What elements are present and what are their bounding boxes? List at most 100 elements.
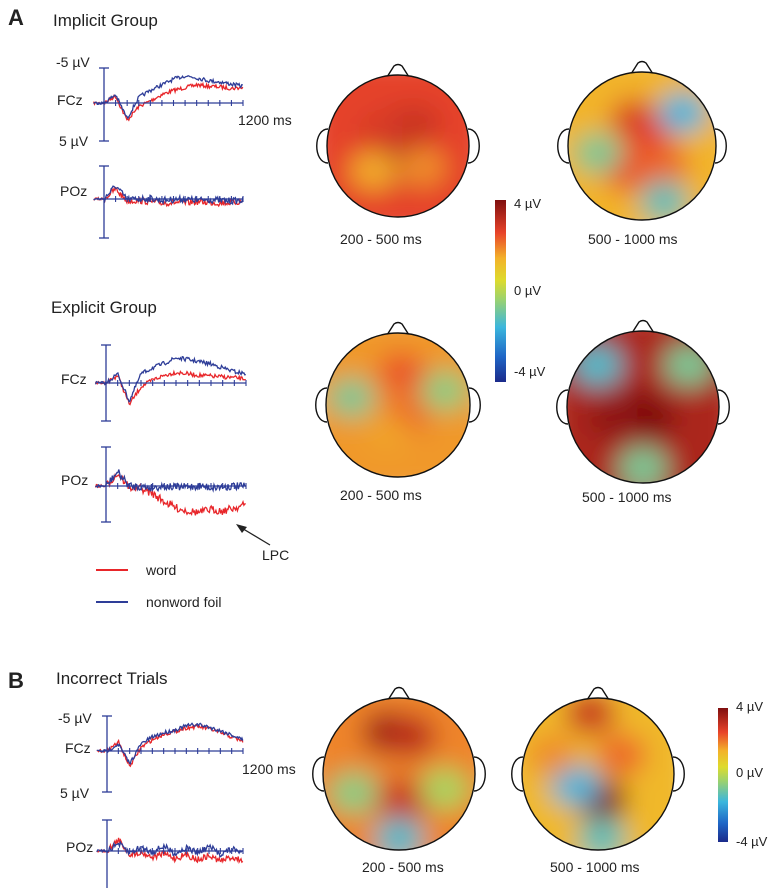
incorrect-fcz-channel-label: FCz (65, 740, 91, 756)
incorrect-trials-200---500-ms-source (373, 817, 425, 850)
incorrect-trials-200---500-ms-nose (387, 686, 411, 701)
implicit-group-200---500-ms-source (399, 147, 447, 188)
implicit-group-200---500-ms-source (349, 150, 397, 191)
colorbar-a-mid: 0 µV (514, 283, 541, 298)
implicit-group-200---500-ms-source (392, 104, 440, 145)
incorrect-trials-500---1000-ms-topomap (511, 686, 685, 851)
incorrect-trials-fcz-erp-plot (96, 715, 244, 793)
incorrect-trials-500---1000-ms-source (527, 733, 578, 777)
colorbar-b-max: 4 µV (736, 699, 763, 714)
incorrect-trials-poz-erp-plot (96, 819, 244, 888)
colorbar-a-max: 4 µV (514, 196, 541, 211)
plots-layer (92, 60, 730, 888)
explicit-group-fcz-nonword-foil-line (94, 355, 246, 403)
colorbar-a-min: -4 µV (514, 364, 546, 379)
explicit-group-200---500-ms-right-ear (468, 387, 481, 423)
implicit-group-500---1000-ms-nose (630, 60, 654, 75)
implicit-group-poz-nonword-foil-line (93, 185, 244, 206)
explicit-group-200---500-ms-source (421, 370, 469, 411)
panel-letter-a: A (8, 5, 24, 30)
implicit-group-200---500-ms-left-ear (316, 128, 329, 164)
explicit-group-200---500-ms-source (327, 377, 375, 418)
explicit-early-window-label: 200 - 500 ms (340, 487, 422, 503)
incorrect-trials-200---500-ms-source (385, 714, 436, 758)
legend-nonword-label: nonword foil (146, 594, 222, 610)
explicit-group-500---1000-ms-nose (631, 319, 655, 334)
implicit-poz-channel-label: POz (60, 183, 87, 199)
incorrect-late-window-label: 500 - 1000 ms (550, 859, 640, 875)
implicit-group-fcz-erp-plot (92, 67, 244, 142)
incorrect-trials-500---1000-ms-source (550, 764, 601, 807)
incorrect-trials-poz-word-line (96, 837, 244, 864)
explicit-group-500---1000-ms-source (625, 397, 676, 440)
colorbar-a (495, 200, 506, 382)
incorrect-trials-500---1000-ms-nose (586, 686, 610, 701)
explicit-group-200---500-ms-source (377, 352, 426, 393)
explicit-group-poz-word-line (94, 472, 246, 517)
explicit-fcz-channel-label: FCz (61, 371, 87, 387)
implicit-group-500---1000-ms-source (639, 143, 689, 186)
implicit-group-poz-erp-plot (93, 165, 244, 239)
lpc-arrow-head (236, 524, 247, 533)
explicit-group-poz-erp-plot (94, 446, 247, 523)
implicit-group-500---1000-ms-head-outline (567, 71, 717, 221)
explicit-group-500---1000-ms-topomap (556, 319, 730, 484)
explicit-group-500---1000-ms-source (617, 446, 669, 483)
incorrect-trials-200---500-ms-source (377, 779, 428, 822)
explicit-poz-channel-label: POz (61, 472, 88, 488)
implicit-group-poz-word-line (93, 186, 244, 208)
explicit-late-window-label: 500 - 1000 ms (582, 489, 672, 505)
implicit-group-500---1000-ms-right-ear (714, 128, 727, 164)
incorrect-fcz-pos-label: 5 µV (60, 785, 90, 801)
implicit-group-500---1000-ms-source (658, 91, 708, 134)
implicit-fcz-channel-label: FCz (57, 92, 83, 108)
implicit-group-500---1000-ms-source (573, 132, 623, 175)
explicit-group-fcz-erp-plot (94, 344, 247, 422)
incorrect-trials-fcz-nonword-foil-line (96, 722, 244, 765)
explicit-group-200---500-ms-source (363, 413, 411, 454)
incorrect-trials-200---500-ms-left-ear (312, 756, 325, 792)
incorrect-trials-500---1000-ms-source (576, 817, 627, 850)
incorrect-trials-500---1000-ms-head-outline (521, 697, 675, 851)
lpc-annotation: LPC (262, 547, 289, 563)
implicit-group-fcz-nonword-foil-line (93, 74, 243, 120)
explicit-group-500---1000-ms-left-ear (556, 389, 569, 425)
incorrect-trials-200---500-ms-source (419, 767, 470, 811)
explicit-group-fcz-word-line (94, 369, 246, 406)
incorrect-trials-500---1000-ms-source (565, 698, 616, 735)
implicit-group-200---500-ms-source (356, 111, 404, 152)
colorbar-b-min: -4 µV (736, 834, 768, 849)
implicit-group-200---500-ms-topomap (316, 63, 480, 218)
explicit-group-500---1000-ms-right-ear (717, 389, 730, 425)
explicit-group-200---500-ms-left-ear (315, 387, 328, 423)
incorrect-trials-200---500-ms-right-ear (473, 756, 486, 792)
incorrect-trials-title: Incorrect Trials (56, 669, 167, 688)
implicit-late-window-label: 500 - 1000 ms (588, 231, 678, 247)
implicit-fcz-pos-label: 5 µV (59, 133, 89, 149)
incorrect-trials-poz-nonword-foil-line (96, 840, 244, 858)
implicit-group-200---500-ms-nose (386, 63, 410, 78)
implicit-group-200---500-ms-head-outline (326, 74, 470, 218)
incorrect-trials-500---1000-ms-right-ear (672, 756, 685, 792)
implicit-group-title: Implicit Group (53, 11, 158, 30)
explicit-group-500---1000-ms-head-outline (566, 330, 720, 484)
explicit-group-title: Explicit Group (51, 298, 157, 317)
incorrect-trials-500---1000-ms-left-ear (511, 756, 524, 792)
legend-word-label: word (145, 562, 176, 578)
explicit-group-500---1000-ms-source (587, 397, 638, 440)
panel-letter-b: B (8, 668, 24, 693)
lpc-arrow-shaft (239, 526, 271, 546)
explicit-group-200---500-ms-topomap (315, 321, 481, 478)
incorrect-trials-200---500-ms-topomap (312, 686, 486, 851)
incorrect-trials-200---500-ms-head-outline (322, 697, 476, 851)
incorrect-poz-channel-label: POz (66, 839, 93, 855)
incorrect-time-label: 1200 ms (242, 761, 296, 777)
colorbar-b-mid: 0 µV (736, 765, 763, 780)
colorbar-b (718, 708, 728, 842)
explicit-group-200---500-ms-nose (386, 321, 410, 336)
implicit-group-200---500-ms-right-ear (467, 128, 480, 164)
incorrect-trials-500---1000-ms-source (595, 733, 646, 777)
implicit-group-500---1000-ms-topomap (557, 60, 727, 221)
implicit-group-500---1000-ms-left-ear (557, 128, 570, 164)
